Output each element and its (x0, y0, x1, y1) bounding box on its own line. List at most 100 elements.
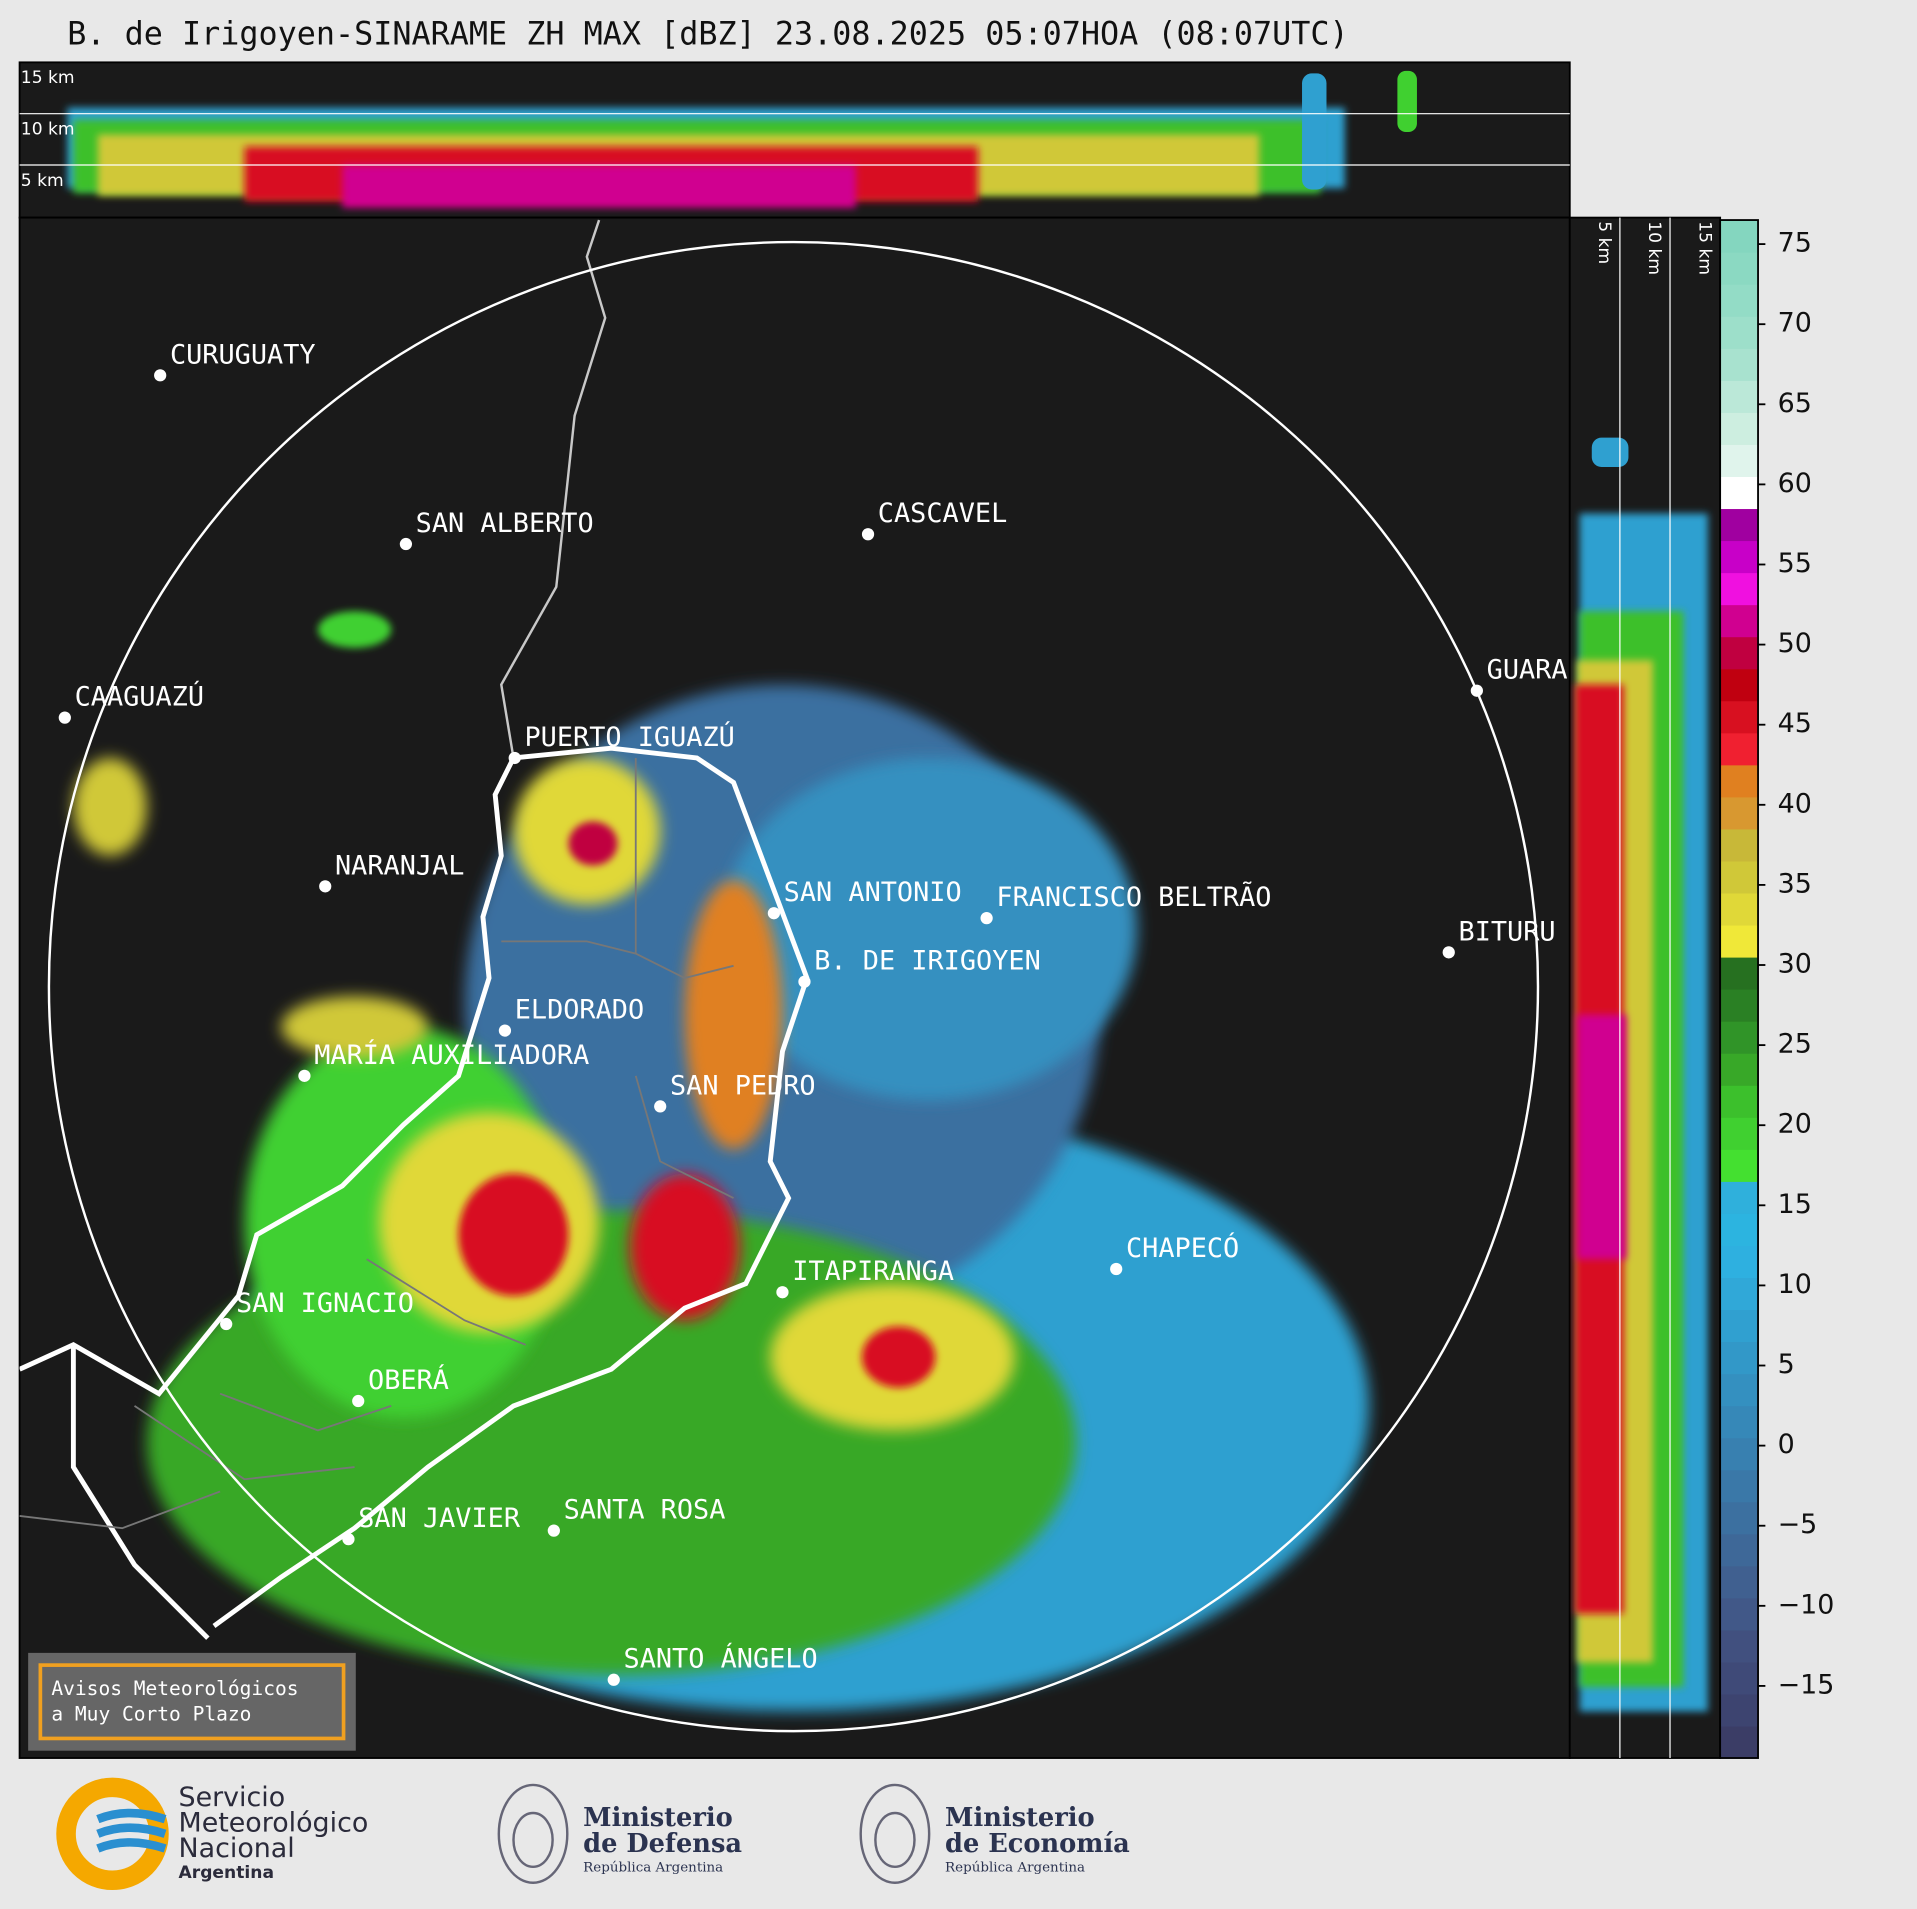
city-dot (798, 975, 811, 988)
colorbar-segment (1720, 444, 1759, 477)
colorbar-tick-label: −15 (1778, 1669, 1835, 1700)
colorbar-segment (1720, 1501, 1759, 1535)
city-label: CURUGUATY (170, 339, 316, 370)
colorbar-segment (1720, 380, 1759, 413)
colorbar-segment (1720, 1597, 1759, 1631)
logo-text: Ministerio (583, 1803, 733, 1833)
range-ring (47, 240, 1540, 1733)
border (70, 1344, 210, 1640)
logo-text: Nacional (179, 1833, 295, 1864)
city-dot (1110, 1262, 1123, 1276)
notice-text: a Muy Corto Plazo (51, 1703, 251, 1726)
notice-text: Avisos Meteorológicos (51, 1677, 298, 1700)
height-label: 5 km (1594, 221, 1614, 264)
city-label: GUARA (1487, 655, 1568, 686)
right-echoes (1574, 437, 1708, 1712)
city-label: FRANCISCO BELTRÃO (996, 881, 1271, 913)
shield (512, 1811, 554, 1869)
colorbar-tick-label: 0 (1778, 1429, 1795, 1460)
colorbar-tick-label: 75 (1778, 228, 1812, 259)
city-dot (298, 1069, 311, 1082)
colorbar-segment (1720, 1565, 1759, 1599)
city-label: B. DE IRIGOYEN (814, 946, 1041, 977)
colorbar-segment (1720, 1021, 1759, 1054)
colorbar-segment (1720, 860, 1759, 894)
colorbar-segment (1720, 1629, 1759, 1663)
colorbar-segment (1720, 348, 1759, 381)
logo-text: de Defensa (583, 1829, 742, 1859)
city-label: ELDORADO (515, 995, 644, 1026)
colorbar-tick-label: 60 (1778, 468, 1812, 499)
echo (1591, 437, 1629, 468)
colorbar-segment (1720, 892, 1759, 926)
city-dot (342, 1533, 355, 1546)
city-dot (58, 711, 71, 724)
echo (629, 1173, 740, 1321)
colorbar-segment (1720, 572, 1759, 606)
colorbar-segment (1720, 1533, 1759, 1567)
city-label: SAN ANTONIO (784, 877, 962, 908)
echo (721, 757, 1137, 1101)
city-label: NARANJAL (335, 850, 464, 881)
colorbar-segment (1720, 540, 1759, 574)
colorbar-segment (1720, 1309, 1759, 1343)
colorbar-segment (1720, 924, 1759, 958)
colorbar-segment (1720, 316, 1759, 349)
colorbar-segment (1720, 604, 1759, 638)
shield (859, 1783, 931, 1884)
colorbar-segment (1720, 668, 1759, 702)
shield (497, 1783, 569, 1884)
logo-text: de Economía (945, 1829, 1130, 1859)
shield (874, 1811, 916, 1869)
department-border (19, 757, 734, 1530)
colorbar-segment (1720, 636, 1759, 670)
colorbar-segment (1720, 284, 1759, 317)
colorbar-tick-label: 45 (1778, 708, 1812, 739)
title: B. de Irigoyen-SINARAME ZH MAX [dBZ] 23.… (67, 16, 1348, 52)
logo-text: Ministerio (945, 1803, 1095, 1833)
logo-icon (96, 1808, 167, 1853)
colorbar-tick-label: 50 (1778, 628, 1812, 659)
colorbar-tick-label: 20 (1778, 1109, 1812, 1140)
city-dot (319, 880, 332, 893)
map-echoes (73, 611, 1370, 1712)
logo-text: Meteorológico (179, 1808, 369, 1839)
colorbar-tick-label: 55 (1778, 548, 1812, 579)
echo (317, 611, 392, 648)
logo-smn (56, 1777, 169, 1891)
colorbar-tick-label: −5 (1778, 1509, 1818, 1540)
colorbar-segment (1720, 828, 1759, 862)
colorbar-segment (1720, 989, 1759, 1022)
colorbar-tick-label: −10 (1778, 1589, 1835, 1620)
city-label: MARÍA AUXILIADORA (314, 1039, 589, 1071)
city-label: ITAPIRANGA (792, 1256, 954, 1287)
colorbar-segment (1720, 1661, 1759, 1695)
echo (342, 165, 856, 208)
city-dot (220, 1317, 233, 1331)
colorbar-segment (1720, 732, 1759, 766)
logo-text: República Argentina (583, 1861, 723, 1876)
colorbar-segment (1720, 1437, 1759, 1471)
logo-shield (497, 1783, 931, 1884)
colorbar-tick-label: 25 (1778, 1029, 1812, 1060)
city-dot (767, 907, 781, 920)
colorbar-tick-label: 30 (1778, 949, 1812, 980)
city-label: BITURU (1459, 916, 1556, 947)
height-label: 15 km (21, 68, 75, 88)
city-dot (498, 1024, 512, 1037)
colorbar-segment (1720, 508, 1759, 542)
colorbar-tick-label: 10 (1778, 1269, 1812, 1300)
city-dot (607, 1673, 620, 1686)
colorbar-segment (1720, 796, 1759, 830)
colorbar-segment (1720, 1053, 1759, 1086)
river (499, 219, 607, 759)
notice-box (28, 1652, 356, 1751)
city-label: CHAPECÓ (1126, 1232, 1239, 1264)
city-dot (980, 912, 993, 925)
colorbar-tick-label: 5 (1778, 1349, 1795, 1380)
city-dot (861, 528, 875, 541)
logo-text: Servicio (179, 1782, 286, 1813)
echo (73, 757, 147, 856)
city-dot (399, 537, 413, 551)
height-label: 5 km (21, 171, 64, 191)
